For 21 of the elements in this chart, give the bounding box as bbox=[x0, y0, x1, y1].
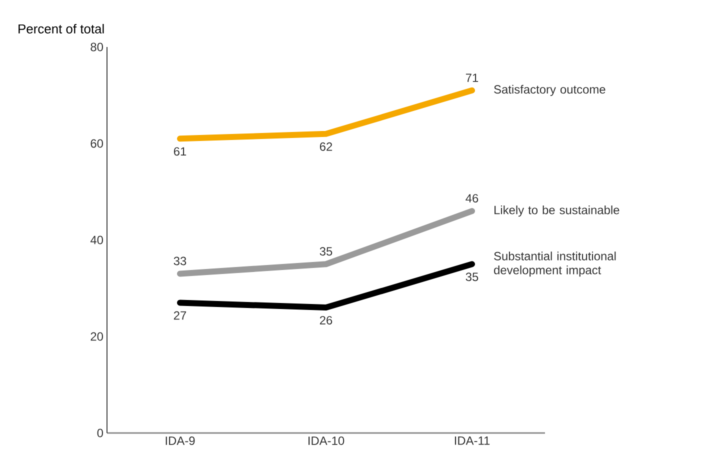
data-label: 27 bbox=[174, 311, 186, 320]
y-tick-label: 60 bbox=[90, 139, 104, 148]
data-label: 35 bbox=[466, 272, 478, 282]
data-label: 61 bbox=[174, 147, 186, 156]
data-label: 62 bbox=[320, 142, 332, 151]
data-label: 71 bbox=[466, 74, 478, 82]
y-tick-label: 20 bbox=[90, 332, 104, 341]
series-label: Substantial institutional development impact bbox=[494, 252, 616, 277]
x-tick-label: IDA-10 bbox=[308, 436, 344, 445]
data-label: 46 bbox=[466, 194, 478, 203]
y-axis-title: Percent of total bbox=[18, 24, 104, 34]
series-label: Likely to be sustainable bbox=[494, 205, 620, 217]
series-label: Satisfactory outcome bbox=[494, 84, 606, 96]
x-tick-label: IDA-11 bbox=[454, 436, 490, 445]
y-tick-label: 80 bbox=[90, 42, 104, 52]
x-tick-label: IDA-9 bbox=[166, 436, 195, 445]
y-tick-label: 40 bbox=[90, 236, 104, 244]
data-label: 35 bbox=[320, 247, 332, 256]
data-label: 33 bbox=[174, 256, 186, 266]
data-label: 26 bbox=[320, 316, 332, 325]
y-tick-label: 0 bbox=[97, 428, 104, 438]
